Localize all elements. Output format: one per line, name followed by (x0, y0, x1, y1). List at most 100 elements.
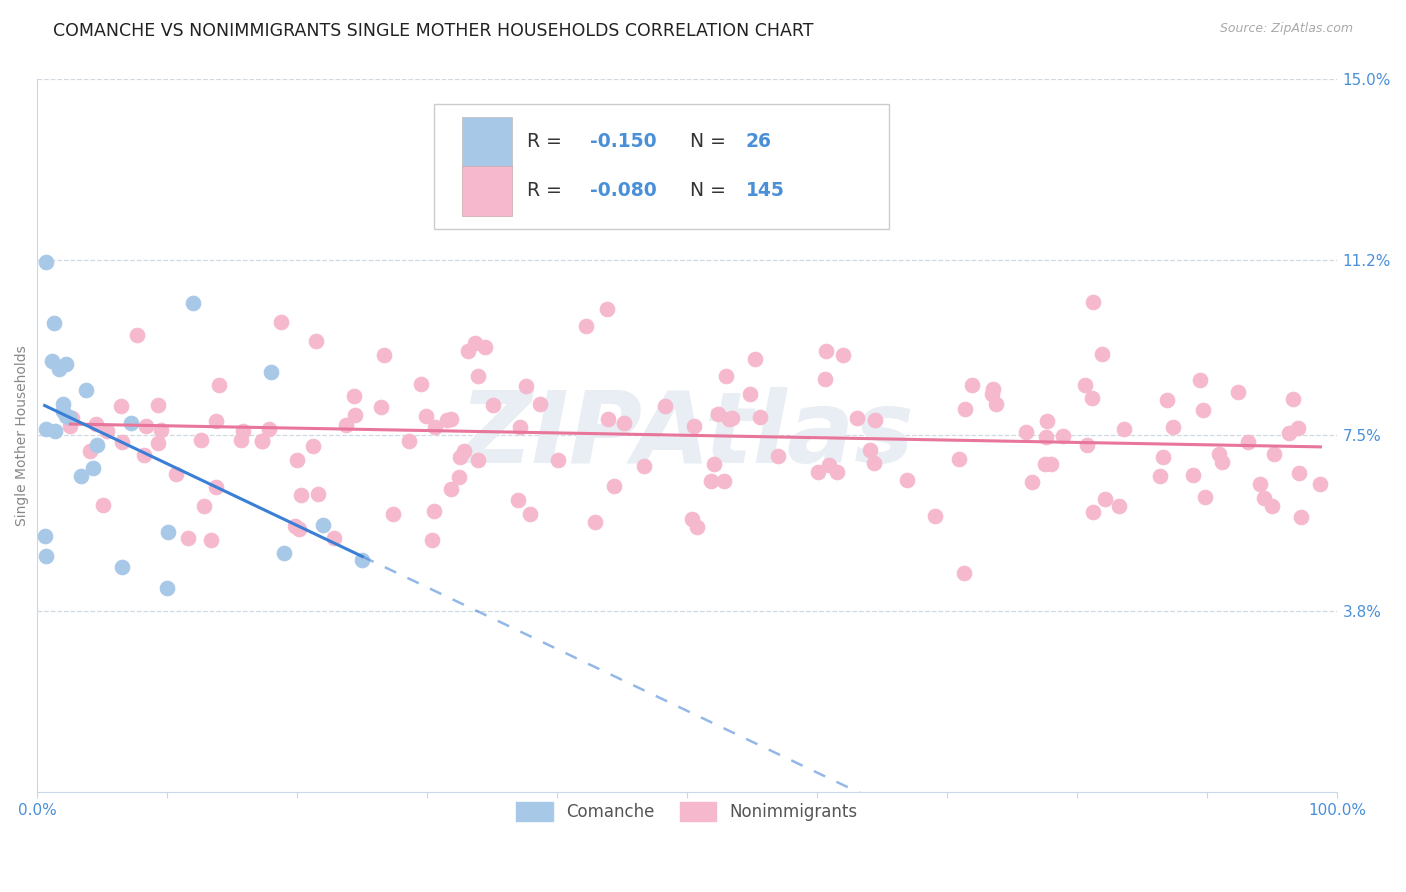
Point (1108, 500, 1130, 514)
Point (613, 416, 636, 430)
Legend: Comanche, Nonimmigrants: Comanche, Nonimmigrants (508, 794, 866, 830)
Point (177, 531, 200, 545)
Point (335, 418, 357, 433)
Point (156, 524, 179, 539)
Point (55, 409, 77, 423)
Y-axis label: Single Mother Households: Single Mother Households (15, 345, 30, 525)
Point (1282, 392, 1305, 407)
Point (84, 417, 107, 432)
Point (250, 434, 273, 448)
Point (48, 362, 70, 376)
Point (1211, 455, 1233, 469)
Point (229, 433, 252, 447)
Point (814, 344, 837, 359)
Point (814, 372, 837, 386)
Point (55, 358, 77, 372)
Point (34, 529, 56, 543)
Point (58, 409, 80, 424)
Point (575, 318, 598, 333)
Point (948, 451, 970, 466)
Point (411, 377, 433, 392)
Point (257, 422, 280, 436)
Text: N =: N = (690, 133, 731, 152)
Point (111, 559, 134, 574)
Point (290, 488, 312, 502)
Point (960, 378, 983, 392)
Point (75, 383, 97, 397)
Point (1074, 378, 1097, 392)
Point (165, 467, 187, 481)
Point (474, 340, 496, 354)
Point (1288, 466, 1310, 480)
Point (863, 456, 886, 470)
Point (41, 354, 63, 368)
Point (120, 416, 142, 430)
Point (273, 545, 295, 559)
Point (449, 450, 471, 465)
Text: R =: R = (527, 181, 568, 200)
Point (35, 549, 58, 564)
Point (415, 409, 437, 423)
Point (457, 344, 479, 359)
Point (1036, 414, 1059, 428)
Point (1263, 447, 1285, 461)
Point (1081, 505, 1104, 519)
Point (1189, 372, 1212, 386)
Point (35, 254, 58, 268)
Text: Source: ZipAtlas.com: Source: ZipAtlas.com (1219, 22, 1353, 36)
Point (42, 316, 65, 330)
Point (1278, 426, 1301, 441)
Point (509, 420, 531, 434)
Point (146, 435, 169, 450)
Point (425, 420, 447, 434)
Point (955, 402, 977, 417)
Point (284, 519, 307, 533)
Point (79, 443, 101, 458)
Point (1253, 491, 1275, 506)
Point (547, 453, 569, 467)
Text: ZIPAtlas: ZIPAtlas (460, 387, 914, 483)
Point (718, 412, 741, 426)
Point (952, 566, 974, 580)
Point (924, 508, 946, 523)
Point (200, 533, 222, 547)
Point (343, 408, 366, 422)
Point (1112, 422, 1135, 436)
Point (93, 499, 115, 513)
Point (519, 507, 541, 521)
Point (343, 389, 366, 403)
FancyBboxPatch shape (463, 117, 512, 167)
Point (980, 387, 1002, 401)
Point (148, 398, 170, 412)
Point (818, 458, 841, 472)
Text: COMANCHE VS NONIMMIGRANTS SINGLE MOTHER HOUSEHOLDS CORRELATION CHART: COMANCHE VS NONIMMIGRANTS SINGLE MOTHER … (53, 22, 814, 40)
Point (744, 352, 766, 367)
Point (467, 368, 489, 383)
Point (423, 504, 446, 518)
Point (515, 379, 537, 393)
Point (825, 466, 848, 480)
Point (1052, 429, 1074, 443)
Point (686, 520, 709, 534)
Point (302, 439, 325, 453)
Point (681, 512, 703, 526)
Point (768, 449, 790, 463)
Point (204, 414, 226, 428)
Point (150, 423, 173, 437)
Point (748, 410, 770, 425)
Point (683, 418, 706, 433)
Point (373, 348, 395, 362)
Point (111, 434, 134, 449)
Point (86, 438, 108, 452)
Point (305, 334, 328, 348)
Point (82, 461, 104, 475)
Point (181, 295, 204, 310)
Point (896, 474, 918, 488)
Point (1035, 430, 1057, 444)
Point (260, 365, 283, 379)
Point (1208, 447, 1230, 461)
Text: R =: R = (527, 133, 568, 152)
Point (44, 424, 66, 438)
Point (135, 419, 157, 434)
Point (69, 469, 91, 483)
